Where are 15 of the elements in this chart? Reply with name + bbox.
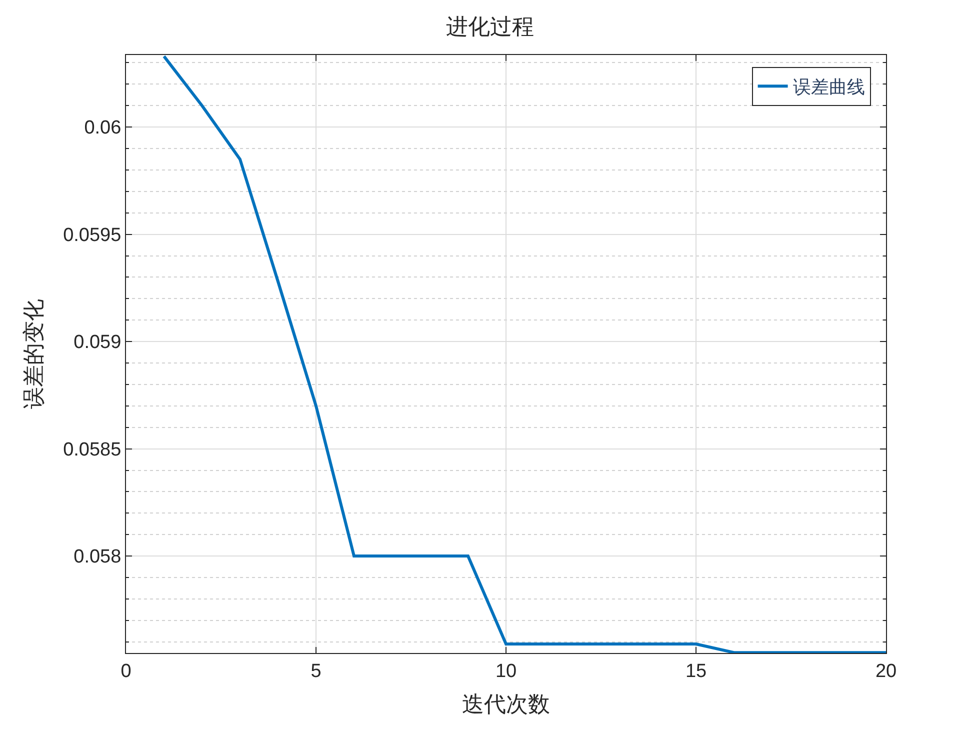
- legend-label: 误差曲线: [792, 77, 865, 98]
- y-axis-title: 误差的变化: [20, 299, 46, 409]
- chart-title: 进化过程: [446, 14, 534, 39]
- x-tick-label: 15: [685, 660, 707, 682]
- y-tick-label: 0.06: [84, 118, 122, 139]
- x-tick-label: 20: [875, 660, 897, 682]
- y-tick-label: 0.058: [74, 546, 122, 568]
- x-axis-title: 迭代次数: [462, 692, 550, 717]
- x-tick-label: 5: [310, 660, 322, 682]
- x-tick-label: 10: [495, 660, 517, 682]
- y-tick-label: 0.059: [74, 332, 122, 354]
- x-tick-label: 0: [120, 660, 132, 682]
- line-series: [162, 55, 886, 653]
- y-tick-label: 0.0585: [63, 439, 122, 460]
- y-tick-label: 0.0595: [63, 224, 122, 246]
